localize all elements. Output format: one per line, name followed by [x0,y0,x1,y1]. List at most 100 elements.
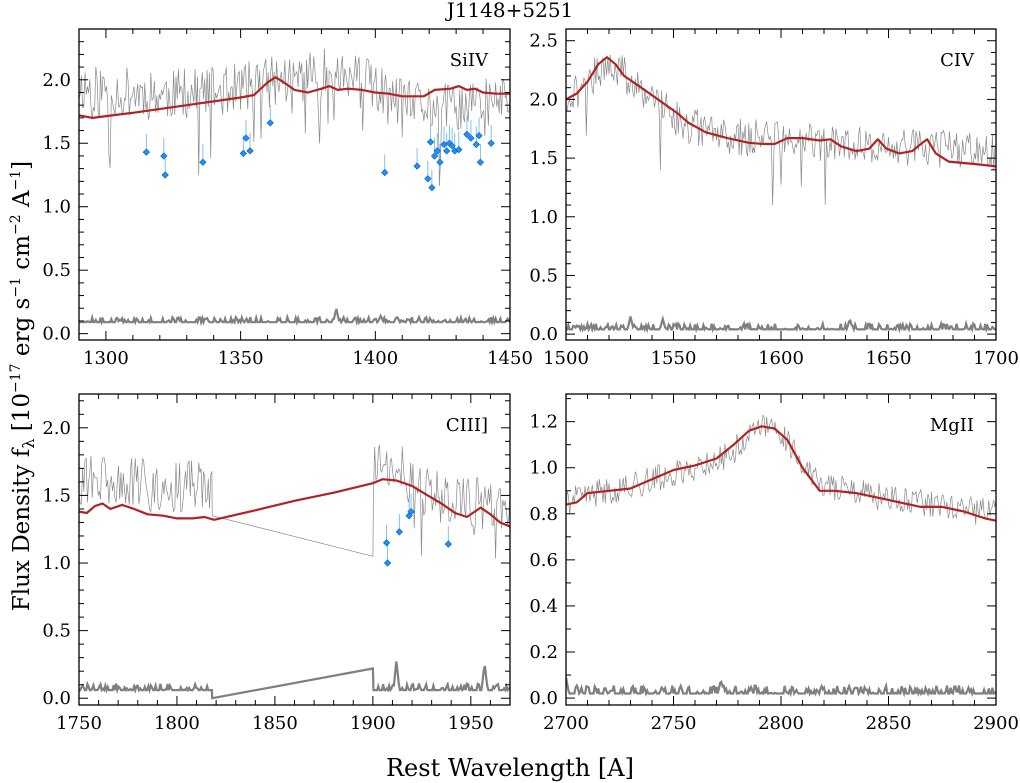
spectrum-siiv [79,48,510,187]
absorber-marker [246,147,254,155]
x-tick-label: 1700 [973,348,1019,369]
y-tick-label: 0.8 [529,504,558,525]
absorber-marker [426,138,435,146]
panel-label-ciii: CIII] [446,415,488,436]
panel-civ: 1500 1550 1600 1650 1700 0.0 0.5 1.0 1.5 2.0 2.5 CI… [529,28,1019,369]
absorber-marker [467,134,475,142]
plot-area [566,54,996,334]
panel-ciii: 1750 1800 1850 1900 1950 0.0 0.5 1.0 1.5 2.0 CIII] [42,393,511,734]
y-tick-label: 2.0 [42,70,71,91]
y-axis-label-unit-d: A [9,190,35,214]
y-tick-label: 1.5 [529,148,558,169]
y-tick-label: 0.5 [42,621,71,642]
figure-title: J1148+5251 [445,0,574,22]
model-civ [566,56,996,168]
y-tick-label: 1.0 [529,207,558,228]
model-mgii [566,425,996,522]
absorber-marker [413,162,421,170]
absorber-marker [160,152,168,160]
absorber-marker [436,158,444,166]
y-axis-label-unit-c: cm [9,235,35,277]
absorber-marker [476,158,484,166]
x-tick-label: 1650 [866,348,912,369]
error-ciii [79,661,510,700]
x-tick-label: 1300 [83,348,129,369]
absorber-marker [443,147,451,155]
y-axis-label-main: Flux Density f [9,447,35,611]
x-tick-label: 1800 [154,713,200,734]
plot-area [79,444,510,700]
absorber-marker [382,539,391,547]
panel-label-mgii: MgII [930,415,974,436]
panel-label-civ: CIV [940,50,975,71]
panel-frame [78,393,511,706]
y-tick-label: 0.0 [42,688,71,709]
y-tick-label: 1.2 [529,412,558,433]
y-tick-label: 0.0 [529,688,558,709]
y-tick-label: 0.0 [529,324,558,345]
absorber-marker [381,168,389,177]
x-tick-label: 1900 [350,713,396,734]
absorber-marker [266,119,274,127]
absorber-marker [199,158,207,166]
absorber-marker [463,130,471,138]
plot-area [566,413,996,698]
y-axis-label: Flux Density fλ [10−17 erg s−1 cm−2 A−1] [8,161,38,611]
y-axis-label-exp2: −1 [8,277,24,298]
absorber-marker [475,132,483,140]
absorber-marker [142,148,150,156]
error-siiv [79,308,510,327]
absorber-marker [430,152,439,160]
spectrum-civ [566,54,996,206]
panel-mgii: 2700 2750 2800 2850 2900 0.0 0.2 0.4 0.6 0.8 1.0 1.… [529,393,1019,734]
x-tick-label: 1950 [448,713,494,734]
y-tick-label: 0.6 [529,550,558,571]
x-tick-label: 2900 [973,713,1019,734]
x-tick-label: 1350 [218,348,264,369]
absorber-marker [487,139,495,147]
y-axis-label-unit-a: [10 [9,393,35,439]
absorber-marker [455,145,463,154]
panel-label-siiv: SiIV [450,50,489,71]
y-tick-label: 2.5 [529,31,558,52]
y-tick-label: 1.0 [529,458,558,479]
absorber-marker [407,508,415,516]
y-tick-label: 0.5 [42,260,71,281]
plot-area [79,48,510,327]
y-tick-label: 1.0 [42,553,71,574]
absorber-marker [428,184,436,192]
y-tick-label: 0.4 [529,596,558,617]
absorber-marker [161,171,169,179]
y-tick-label: 1.5 [42,133,71,154]
y-tick-label: 2.0 [529,89,558,110]
absorber-marker [383,559,392,567]
x-tick-label: 1500 [543,348,589,369]
x-tick-label: 1600 [758,348,804,369]
y-axis-label-exp3: −2 [8,214,24,235]
x-axis-label: Rest Wavelength [A] [386,754,634,782]
y-axis-label-unit-e: ] [9,161,35,170]
error-civ [566,314,996,334]
model-ciii [79,478,510,528]
error-mgii [566,677,996,698]
absorber-marker [444,540,452,548]
x-tick-label: 2700 [543,713,589,734]
x-tick-label: 1850 [252,713,298,734]
x-tick-label: 1550 [651,348,697,369]
y-axis-label-sub: λ [19,439,38,449]
x-tick-label: 1750 [56,713,102,734]
y-tick-label: 0.2 [529,642,558,663]
y-tick-label: 1.0 [42,197,71,218]
x-tick-label: 2850 [866,713,912,734]
panel-frame [565,393,997,706]
y-tick-label: 1.5 [42,485,71,506]
panel-siiv: 1300 1350 1400 1450 0.0 0.5 1.0 1.5 2.0 SiIV [42,28,533,369]
y-tick-label: 0.0 [42,324,71,345]
absorber-marker [242,134,250,142]
y-tick-label: 2.0 [42,418,71,439]
x-tick-label: 1400 [352,348,398,369]
x-tick-label: 2800 [758,713,804,734]
absorber-marker [433,147,441,155]
absorber-marker [239,149,247,158]
